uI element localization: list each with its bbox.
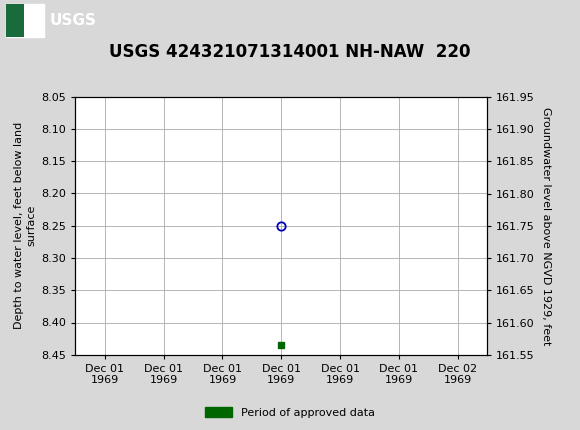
Y-axis label: Groundwater level above NGVD 1929, feet: Groundwater level above NGVD 1929, feet — [541, 107, 550, 345]
Text: USGS 424321071314001 NH-NAW  220: USGS 424321071314001 NH-NAW 220 — [109, 43, 471, 61]
Bar — [6, 4, 24, 37]
Bar — [6, 4, 44, 37]
Y-axis label: Depth to water level, feet below land
surface: Depth to water level, feet below land su… — [13, 122, 36, 329]
Text: USGS: USGS — [49, 13, 96, 28]
Legend: Period of approved data: Period of approved data — [200, 403, 380, 422]
